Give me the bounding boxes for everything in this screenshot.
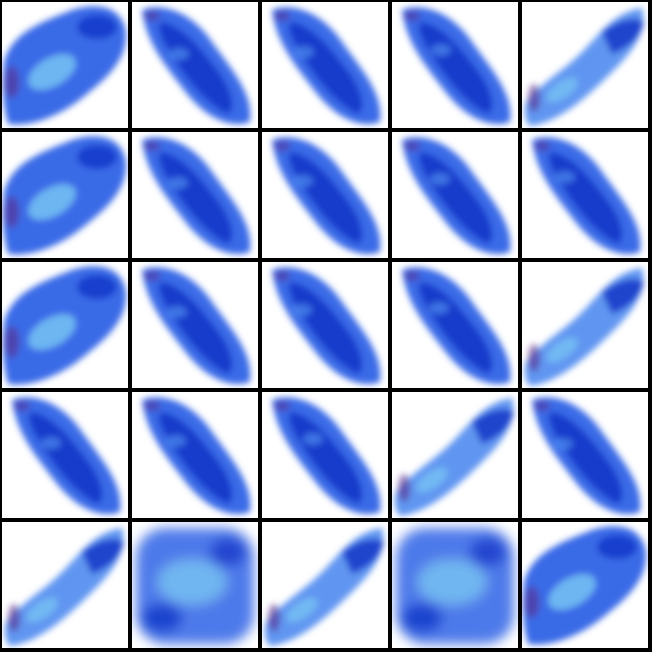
blue-smoke-icon: [522, 526, 647, 645]
image-tile: [132, 132, 258, 258]
blue-smoke-icon: [272, 397, 381, 515]
image-tile: [132, 522, 258, 648]
blue-smoke-icon: [264, 528, 384, 646]
image-tile: [392, 522, 518, 648]
blue-smoke-icon: [12, 397, 121, 515]
image-tile: [262, 522, 388, 648]
blue-smoke-icon: [532, 137, 641, 255]
blue-smoke-icon: [402, 7, 511, 125]
image-tile: [392, 392, 518, 518]
image-tile: [2, 262, 128, 388]
image-tile: [262, 2, 388, 128]
image-tile: [522, 132, 648, 258]
image-tile: [2, 522, 128, 648]
image-tile: [2, 2, 128, 128]
image-tile: [262, 132, 388, 258]
image-tile: [2, 132, 128, 258]
blue-smoke-icon: [272, 137, 381, 255]
blue-smoke-icon: [2, 6, 127, 125]
blue-smoke-icon: [142, 7, 251, 125]
blue-smoke-icon: [136, 528, 254, 644]
blue-smoke-icon: [394, 398, 514, 516]
blue-smoke-icon: [2, 266, 127, 385]
blue-smoke-icon: [142, 267, 251, 385]
blue-smoke-icon: [142, 397, 251, 515]
blue-smoke-icon: [2, 136, 127, 255]
blue-smoke-icon: [142, 137, 251, 255]
image-tile: [522, 522, 648, 648]
image-tile: [392, 132, 518, 258]
blue-smoke-icon: [272, 7, 381, 125]
blue-smoke-icon: [272, 267, 381, 385]
blue-smoke-icon: [402, 267, 511, 385]
blue-smoke-icon: [532, 397, 641, 515]
blue-smoke-icon: [402, 137, 511, 255]
image-tile: [392, 262, 518, 388]
image-tile: [132, 262, 258, 388]
blue-smoke-icon: [524, 268, 644, 386]
image-tile: [522, 2, 648, 128]
image-tile: [2, 392, 128, 518]
image-tile: [132, 392, 258, 518]
blue-smoke-icon: [524, 8, 644, 126]
image-tile: [522, 392, 648, 518]
image-tile: [262, 392, 388, 518]
image-tile: [262, 262, 388, 388]
image-tile: [522, 262, 648, 388]
blue-smoke-icon: [396, 528, 514, 644]
image-tile: [132, 2, 258, 128]
blue-smoke-icon: [4, 528, 124, 646]
image-tile: [392, 2, 518, 128]
